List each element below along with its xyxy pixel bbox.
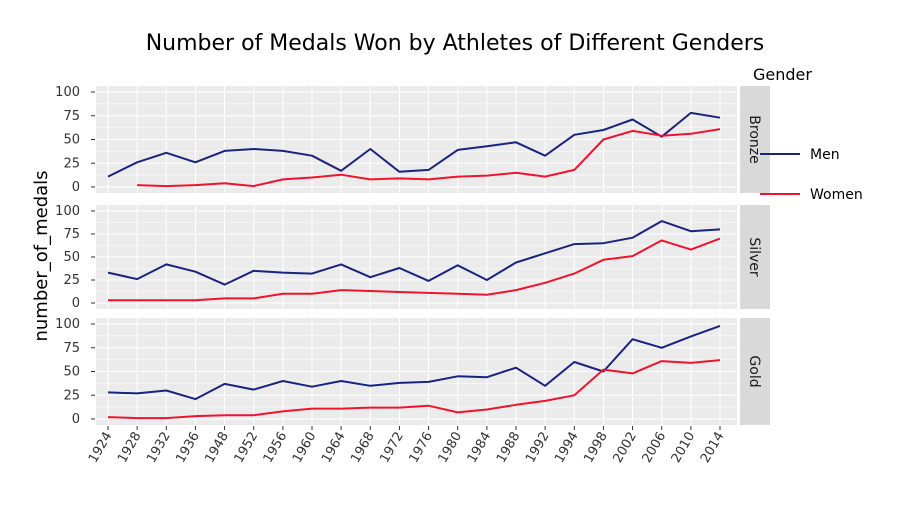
facet-strip	[740, 318, 770, 425]
y-tick-label: 75	[63, 109, 80, 124]
y-tick-label: 0	[72, 412, 80, 427]
series-line-women-bronze	[137, 128, 721, 188]
legend-label-men: Men	[810, 147, 840, 163]
y-tick-label: 0	[72, 296, 80, 311]
x-tick-label: 1964	[319, 430, 349, 466]
facet-strip-label: Bronze	[746, 115, 762, 163]
x-tick-label: 2002	[610, 430, 640, 466]
panel-bronze: 0 25 50 75 100 Bronze	[55, 85, 770, 195]
legend-label-women: Women	[810, 187, 863, 203]
x-tick-label: 1960	[290, 430, 320, 466]
y-axis-label: number_of_medals	[31, 170, 52, 341]
chart-title: Number of Medals Won by Athletes of Diff…	[146, 31, 765, 56]
y-tick-label: 100	[55, 204, 80, 219]
y-tick-label: 50	[63, 250, 80, 265]
x-tick-label: 1932	[144, 430, 174, 466]
facet-strip	[740, 86, 770, 193]
facet-strip-label: Gold	[746, 355, 762, 387]
x-tick-label: 1936	[173, 430, 203, 466]
facet-panels: 0 25 50 75 100 Bronze 0 25 50 75 100 Silver 0 25 50 75 1…	[55, 85, 770, 427]
series-line-women-silver	[108, 237, 721, 302]
x-tick-label: 1972	[377, 430, 407, 466]
series-line-men-gold	[107, 324, 721, 401]
x-tick-label: 2014	[698, 430, 728, 466]
panel-silver: 0 25 50 75 100 Silver	[55, 204, 770, 311]
y-tick-label: 75	[63, 341, 80, 356]
x-tick-label: 1988	[494, 430, 524, 466]
x-tick-label: 1992	[523, 430, 553, 466]
legend-title: Gender	[753, 65, 812, 84]
x-tick-label: 1952	[232, 430, 262, 466]
x-tick-label: 2006	[640, 430, 670, 466]
x-tick-label: 1980	[436, 430, 466, 466]
y-tick-label: 100	[55, 85, 80, 100]
x-tick-label: 1968	[348, 430, 378, 466]
legend: Men Women	[760, 147, 863, 203]
x-tick-label: 1998	[581, 430, 611, 466]
series-line-men-bronze	[107, 111, 721, 178]
series-line-women-gold	[107, 359, 721, 420]
series-line-men-silver	[107, 220, 721, 286]
x-axis: 1924 1928 1932 1936 1948 1952 1956 1960 1964 1968…	[86, 426, 728, 466]
x-tick-label: 1924	[86, 430, 116, 466]
y-tick-label: 25	[63, 273, 80, 288]
y-tick-label: 25	[63, 156, 80, 171]
x-tick-label: 2010	[669, 430, 699, 466]
y-tick-label: 100	[55, 317, 80, 332]
x-tick-label: 1948	[202, 430, 232, 466]
x-tick-label: 1984	[465, 430, 495, 466]
facet-strip-label: Silver	[746, 237, 762, 277]
facet-strip	[740, 205, 770, 309]
y-tick-label: 75	[63, 227, 80, 242]
x-tick-label: 1928	[115, 430, 145, 466]
y-tick-label: 50	[63, 133, 80, 148]
y-tick-label: 50	[63, 365, 80, 380]
x-tick-label: 1994	[552, 430, 582, 466]
x-tick-label: 1976	[406, 430, 436, 466]
panel-gold: 0 25 50 75 100 Gold	[55, 317, 770, 427]
x-tick-label: 1956	[261, 430, 291, 466]
y-tick-label: 25	[63, 388, 80, 403]
y-tick-label: 0	[72, 180, 80, 195]
